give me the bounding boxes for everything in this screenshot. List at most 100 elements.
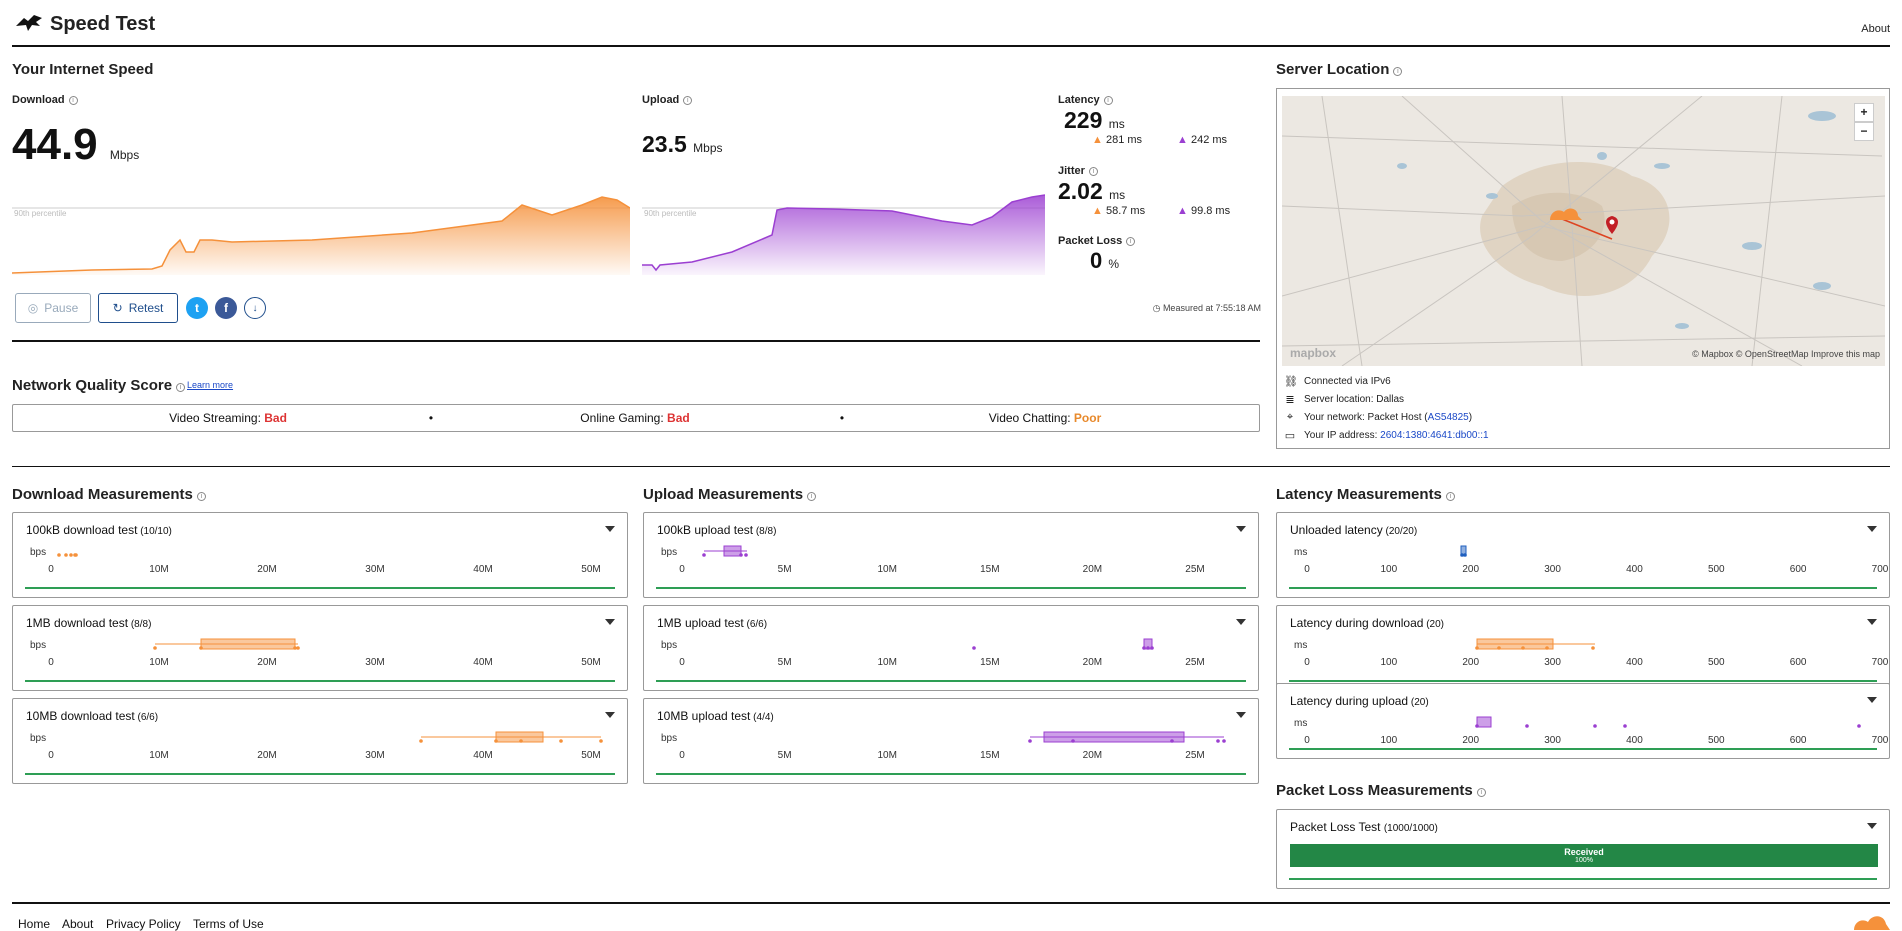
axis-unit-label: bps (30, 733, 47, 744)
measurement-card[interactable]: 100kB upload test (8/8) bps 0 5M 10M 15M 20M 25… (643, 512, 1259, 598)
axis-tick-label: 0 (679, 750, 685, 761)
box-plot-point (1071, 739, 1075, 743)
measurement-card[interactable]: Unloaded latency (20/20) ms 0 100 200 300 400 5… (1276, 512, 1890, 598)
axis-tick-label: 50M (581, 657, 601, 668)
measurement-card[interactable]: 10MB download test (6/6) bps 0 10M 20M 30M 40M… (12, 698, 628, 784)
axis-unit-label: bps (661, 547, 678, 558)
axis-tick-label: 15M (980, 564, 1000, 575)
box-plot-point (559, 739, 563, 743)
axis-tick-label: 20M (1082, 564, 1103, 575)
server-map[interactable]: mapbox © Mapbox © OpenStreetMap Improve … (1282, 96, 1885, 366)
retest-button[interactable]: ↻ Retest (98, 293, 178, 323)
footer-terms-link[interactable]: Terms of Use (193, 917, 264, 931)
footer-privacy-link[interactable]: Privacy Policy (106, 917, 181, 931)
axis-ticks: 0 100 200 300 400 500 600 700 (1304, 657, 1888, 669)
axis-unit-label: bps (30, 547, 47, 558)
received-bar-fill: Received 100% (1290, 844, 1878, 867)
zoom-in-button[interactable]: + (1854, 103, 1874, 122)
map-attribution[interactable]: © Mapbox © OpenStreetMap Improve this ma… (1692, 349, 1880, 359)
chevron-down-icon[interactable] (1236, 712, 1246, 718)
download-line (12, 196, 630, 274)
nqs-video-streaming: Video Streaming: Bad (169, 411, 287, 425)
ip-link[interactable]: 2604:1380:4641:db00::1 (1380, 430, 1489, 441)
twitter-share-icon[interactable]: t (186, 297, 208, 319)
latency-value: 229 ms (1064, 107, 1125, 133)
download-measurements-title: Download Measurements i (12, 486, 206, 503)
location-icon: ⌖ (1286, 411, 1294, 423)
box-plot-box (1476, 716, 1492, 728)
chevron-down-icon[interactable] (1867, 526, 1877, 532)
logo-icon (14, 12, 44, 34)
about-link[interactable]: About (1861, 23, 1890, 35)
box-plot-point (419, 739, 423, 743)
packet-loss-value: 0 % (1090, 248, 1120, 273)
chevron-down-icon[interactable] (1867, 619, 1877, 625)
measurement-card[interactable]: Latency during download (20) ms 0 100 200 300… (1276, 605, 1890, 691)
box-plot-point (494, 739, 498, 743)
axis-ticks: 0 100 200 300 400 500 600 700 (1304, 564, 1888, 576)
latency-label: Latency i (1058, 94, 1113, 106)
chevron-down-icon[interactable] (605, 526, 615, 532)
chevron-down-icon[interactable] (1867, 697, 1877, 703)
received-bar: Received 100% (1290, 844, 1878, 867)
download-results-icon[interactable]: ↓ (244, 297, 266, 319)
packet-loss-test-title: Packet Loss Test (1000/1000) (1290, 820, 1438, 834)
axis-tick-label: 15M (980, 657, 1000, 668)
axis-unit-label: ms (1294, 640, 1308, 651)
axis-tick-label: 20M (257, 564, 277, 575)
chevron-down-icon[interactable] (1236, 526, 1246, 532)
axis-tick-label: 700 (1871, 564, 1889, 575)
axis-tick-label: 20M (257, 657, 277, 668)
axis-unit-label: ms (1294, 718, 1308, 729)
refresh-icon: ↻ (112, 301, 123, 315)
packet-loss-label: Packet Loss i (1058, 235, 1136, 247)
axis-tick-label: 200 (1462, 657, 1480, 668)
box-plot-point (199, 646, 203, 650)
jitter-label: Jitter i (1058, 165, 1098, 177)
nqs-online-gaming: Online Gaming: Bad (580, 411, 690, 425)
measured-at: ◷ Measured at 7:55:18 AM (1152, 303, 1261, 313)
facebook-share-icon[interactable]: f (215, 297, 237, 319)
measurement-card[interactable]: 100kB download test (10/10) bps 0 10M 20M 30M… (12, 512, 628, 598)
footer-home-link[interactable]: Home (18, 917, 51, 931)
packet-loss-card[interactable]: Packet Loss Test (1000/1000) Received 10… (1276, 809, 1890, 889)
measurement-title: Latency during upload (20) (1290, 694, 1429, 708)
measurement-card[interactable]: 10MB upload test (4/4) bps 0 5M 10M 15M 20M 25M (643, 698, 1259, 784)
connected-via: ⛓ Connected via IPv6 (1284, 376, 1391, 388)
box-plot-point (69, 553, 73, 557)
chevron-down-icon[interactable] (605, 712, 615, 718)
axis-tick-label: 100 (1380, 564, 1398, 575)
chevron-down-icon[interactable] (1867, 823, 1877, 829)
axis-tick-label: 0 (48, 750, 54, 761)
measurement-card[interactable]: 1MB upload test (6/6) bps 0 5M 10M 15M 20M 25M (643, 605, 1259, 691)
axis-tick-label: 100 (1380, 735, 1398, 746)
nqs-video-chatting: Video Chatting: Poor (988, 411, 1102, 425)
axis-tick-label: 25M (1185, 564, 1205, 575)
server-location-title: Server Location i (1276, 61, 1403, 78)
box-plot-point (1497, 646, 1501, 650)
axis-tick-label: 20M (1082, 657, 1103, 668)
chevron-down-icon[interactable] (1236, 619, 1246, 625)
box-plot-point (1525, 724, 1529, 728)
asn-link[interactable]: AS54825 (1427, 412, 1469, 423)
axis-tick-label: 400 (1626, 735, 1643, 746)
latency-down: ▲ 281 ms (1092, 134, 1143, 146)
pause-button[interactable]: ◎ Pause (15, 293, 91, 323)
measurement-card[interactable]: Latency during upload (20) ms 0 100 200 300 40… (1276, 683, 1890, 759)
download-icon: ▲ (1092, 134, 1103, 146)
axis-tick-label: 25M (1185, 750, 1205, 761)
box-plot-point (702, 553, 706, 557)
axis-tick-label: 10M (877, 564, 897, 575)
axis-tick-label: 400 (1626, 657, 1643, 668)
axis-tick-label: 0 (679, 657, 685, 668)
pause-icon: ◎ (27, 301, 39, 315)
box-plot (1460, 545, 1467, 557)
learn-more-link[interactable]: Learn more (187, 380, 234, 390)
box-plot-point (1146, 646, 1150, 650)
box-plot-point (1170, 739, 1174, 743)
footer-about-link[interactable]: About (62, 917, 94, 931)
chevron-down-icon[interactable] (605, 619, 615, 625)
measurement-card[interactable]: 1MB download test (8/8) bps 0 10M 20M 30M 40M 5… (12, 605, 628, 691)
axis-tick-label: 700 (1871, 657, 1889, 668)
zoom-out-button[interactable]: − (1854, 122, 1874, 141)
